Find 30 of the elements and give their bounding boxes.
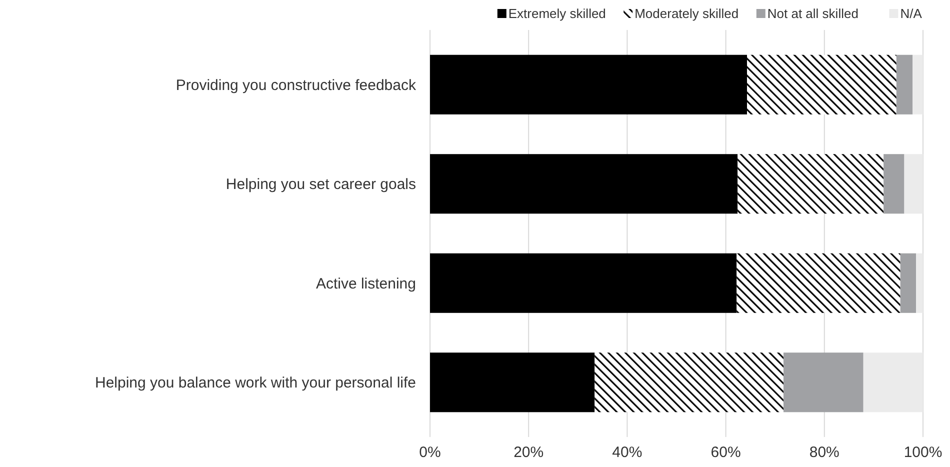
legend-label: Extremely skilled	[508, 6, 606, 21]
bar	[863, 352, 923, 412]
x-tick-label: 0%	[419, 444, 441, 461]
bar	[904, 154, 923, 214]
y-tick-label: Helping you balance work with your personal life	[94, 374, 416, 392]
bar	[430, 253, 737, 313]
bar	[594, 352, 784, 412]
y-tick-label: Active listening	[316, 275, 416, 292]
x-tick-label: 40%	[612, 444, 642, 461]
legend-label: Not at all skilled	[767, 6, 858, 21]
bar	[783, 352, 864, 412]
x-tick-label: 80%	[809, 444, 840, 461]
x-tick-label: 20%	[514, 444, 544, 461]
bar	[430, 54, 747, 114]
bar	[738, 154, 884, 214]
bar	[747, 54, 896, 114]
bar	[896, 54, 913, 114]
y-tick-label: Providing you constructive feedback	[176, 76, 416, 94]
bar	[884, 154, 904, 214]
bar	[912, 54, 923, 114]
legend-label: Moderately skilled	[634, 6, 739, 21]
x-tick-label: 100%	[904, 444, 942, 461]
bar	[430, 154, 738, 214]
bar	[916, 253, 923, 313]
x-tick-label: 60%	[710, 444, 741, 461]
y-tick-label: Helping you set career goals	[226, 176, 416, 194]
bar	[736, 253, 900, 313]
bar	[900, 253, 916, 313]
bar	[430, 352, 595, 412]
legend-label: N/A	[900, 6, 922, 21]
